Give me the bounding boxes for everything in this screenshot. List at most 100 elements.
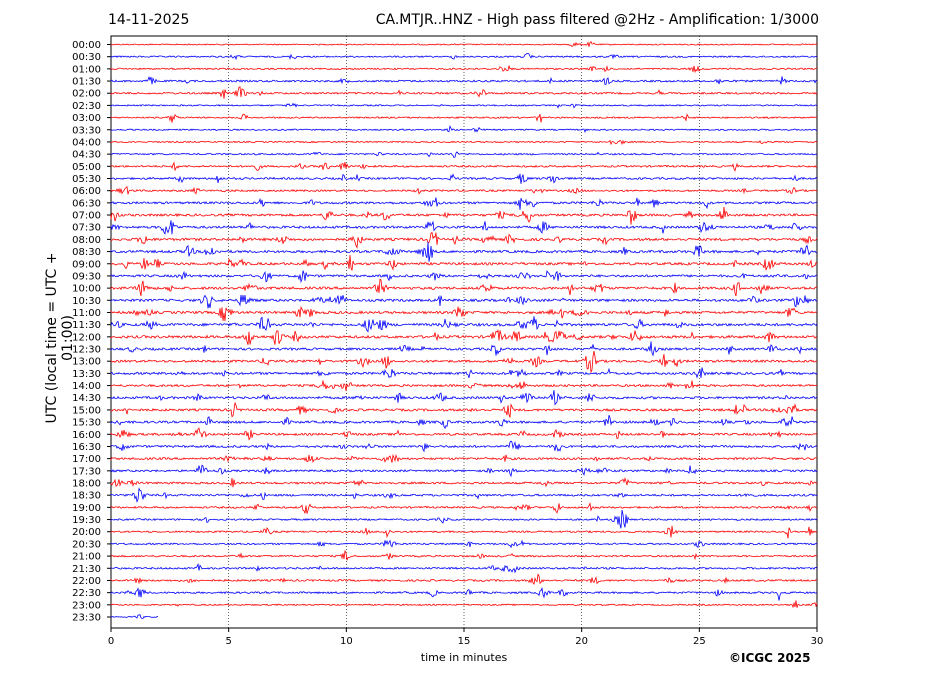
y-tick-label: 21:00 [72, 552, 101, 563]
trace-2000 [110, 525, 818, 539]
trace-0000 [110, 41, 818, 48]
y-tick-label: 22:00 [72, 576, 101, 587]
trace-1300 [110, 351, 818, 374]
y-tick-label: 00:00 [72, 40, 101, 51]
y-tick-label: 16:00 [72, 430, 101, 441]
y-tick-label: 12:00 [72, 332, 101, 343]
y-tick-label: 17:30 [72, 466, 101, 477]
trace-1000 [110, 278, 818, 297]
y-tick-label: 07:00 [72, 211, 101, 222]
trace-1330 [110, 367, 818, 379]
trace-1430 [110, 390, 818, 406]
y-tick-label: 22:30 [72, 588, 101, 599]
x-axis-label: time in minutes [420, 651, 508, 664]
trace-2330 [110, 614, 159, 619]
trace-0600 [110, 185, 818, 195]
y-tick-label: 00:30 [72, 52, 101, 63]
trace-0900 [110, 254, 818, 271]
trace-2300 [110, 600, 818, 609]
trace-0430 [110, 151, 818, 159]
y-tick-label: 17:00 [72, 454, 101, 465]
trace-2200 [110, 573, 817, 585]
y-tick-label: 10:30 [72, 296, 101, 307]
trace-0200 [110, 86, 818, 99]
x-tick-label: 5 [225, 636, 231, 647]
trace-0800 [110, 231, 818, 249]
y-tick-label: 09:30 [72, 271, 101, 282]
trace-2030 [110, 539, 818, 549]
y-tick-label: 14:30 [72, 393, 101, 404]
trace-1130 [110, 316, 818, 333]
y-tick-label: 09:00 [72, 259, 101, 270]
y-tick-label: 20:00 [72, 527, 101, 538]
trace-0330 [110, 125, 818, 134]
trace-1600 [110, 427, 818, 441]
y-tick-label: 12:30 [72, 345, 101, 356]
y-tick-label: 23:30 [72, 613, 101, 624]
trace-1800 [110, 477, 818, 488]
trace-2130 [110, 563, 818, 574]
y-tick-label: 14:00 [72, 381, 101, 392]
trace-1030 [110, 294, 818, 309]
trace-0030 [110, 52, 818, 61]
y-tick-label: 21:30 [72, 564, 101, 575]
trace-0530 [110, 173, 818, 184]
y-tick-label: 04:00 [72, 137, 101, 148]
y-tick-label: 11:00 [72, 308, 101, 319]
x-tick-label: 20 [575, 636, 588, 647]
y-tick-label: 08:30 [72, 247, 101, 258]
y-tick-label: 05:30 [72, 174, 101, 185]
trace-0730 [110, 220, 818, 235]
y-tick-label: 19:30 [72, 515, 101, 526]
y-tick-label: 18:00 [72, 479, 101, 490]
y-tick-label: 15:30 [72, 418, 101, 429]
trace-2230 [110, 587, 817, 601]
y-tick-label: 18:30 [72, 491, 101, 502]
plot-frame [110, 35, 818, 629]
x-tick-label: 10 [340, 636, 353, 647]
y-axis-label: UTC (local time = UTC + 01:00) [44, 252, 76, 424]
y-tick-label: 16:30 [72, 442, 101, 453]
trace-1700 [110, 453, 818, 464]
trace-1900 [110, 501, 818, 514]
trace-0100 [110, 65, 818, 74]
chart-date: 14-11-2025 [108, 12, 190, 28]
y-tick-label: 01:00 [72, 64, 101, 75]
y-tick-label: 07:30 [72, 223, 101, 234]
y-tick-label: 06:00 [72, 186, 101, 197]
trace-1630 [110, 440, 818, 453]
y-tick-label: 13:30 [72, 369, 101, 380]
trace-0130 [110, 76, 818, 85]
y-tick-label: 08:00 [72, 235, 101, 246]
y-tick-label: 15:00 [72, 405, 101, 416]
x-tick-label: 25 [693, 636, 706, 647]
y-tick-label: 01:30 [72, 77, 101, 88]
trace-0830 [110, 242, 818, 262]
y-tick-label: 10:00 [72, 284, 101, 295]
y-tick-label: 13:00 [72, 357, 101, 368]
y-tick-label: 02:30 [72, 101, 101, 112]
trace-1500 [110, 402, 818, 418]
trace-1830 [110, 487, 818, 503]
copyright: ©ICGC 2025 [729, 651, 811, 665]
trace-0700 [110, 206, 818, 225]
y-tick-label: 06:30 [72, 198, 101, 209]
trace-0500 [110, 161, 818, 172]
x-tick-label: 30 [811, 636, 824, 647]
y-tick-label: 05:00 [72, 162, 101, 173]
x-tick-label: 15 [458, 636, 471, 647]
trace-1230 [110, 341, 818, 357]
trace-1100 [110, 306, 818, 322]
y-tick-label: 19:00 [72, 503, 101, 514]
trace-1930 [110, 509, 818, 529]
trace-0630 [110, 197, 818, 210]
y-tick-label: 23:00 [72, 600, 101, 611]
trace-1400 [110, 380, 818, 392]
trace-1530 [110, 415, 818, 429]
y-tick-label: 02:00 [72, 89, 101, 100]
chart-title: CA.MTJR..HNZ - High pass filtered @2Hz -… [375, 12, 819, 28]
trace-0300 [110, 113, 818, 123]
y-tick-label: 11:30 [72, 320, 101, 331]
x-tick-label: 0 [108, 636, 114, 647]
y-tick-label: 04:30 [72, 150, 101, 161]
